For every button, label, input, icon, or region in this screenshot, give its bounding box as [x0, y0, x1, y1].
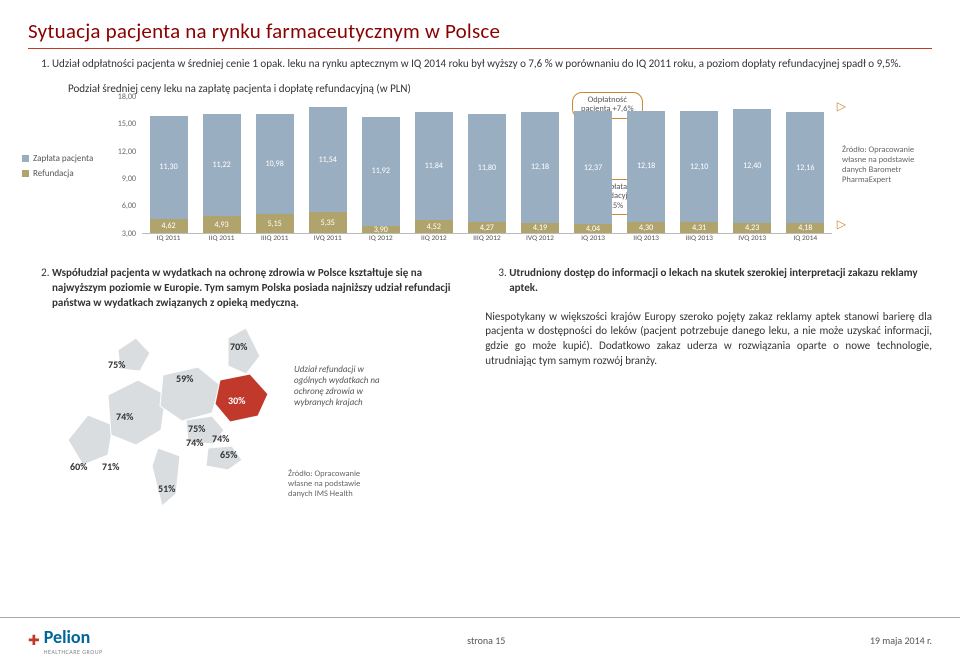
logo-text: Pelion [44, 626, 103, 648]
arrow-icon: ▷ [837, 99, 846, 114]
x-axis: IQ 2011IIQ 2011IIIQ 2011IVQ 2011IQ 2012I… [142, 234, 832, 252]
pct-fi: 70% [230, 340, 247, 354]
pct-at: 74% [186, 436, 203, 450]
point-3-para: Niespotykany w większości krajów Europy … [485, 310, 932, 369]
arrow-icon: ▷ [837, 217, 846, 232]
page-title: Sytuacja pacjenta na rynku farmaceutyczn… [28, 18, 932, 44]
bars-container: 11,304,6211,224,9310,985,1511,545,3511,9… [142, 97, 832, 234]
chart: Zapłata pacjenta Refundacja 18,0015,0012… [28, 97, 922, 252]
chart-source: Źródło: Opracowanie własne na podstawie … [842, 145, 924, 186]
logo: ✚ Pelion HEALTHCARE GROUP [28, 626, 103, 656]
logo-cross-icon: ✚ [28, 632, 40, 649]
pct-pt: 71% [102, 460, 119, 474]
logo-subtext: HEALTHCARE GROUP [44, 648, 103, 656]
title-rule [28, 48, 932, 49]
intro-point-1: Udział odpłatności pacjenta w średniej c… [52, 57, 932, 72]
pct-hu: 65% [220, 448, 237, 462]
pct-pl: 30% [224, 392, 249, 410]
pct-de: 59% [176, 372, 193, 386]
point-2: Współudział pacjenta w wydatkach na ochr… [52, 266, 457, 311]
pct-uk: 75% [108, 358, 125, 372]
pct-sk: 74% [212, 432, 229, 446]
map-source: Źródło: Opracowanie własne na podstawie … [288, 469, 394, 500]
legend-pay: Zapłata pacjenta [33, 153, 93, 164]
intro-block: Udział odpłatności pacjenta w średniej c… [28, 57, 932, 72]
page-footer: ✚ Pelion HEALTHCARE GROUP strona 15 19 m… [0, 617, 960, 657]
y-axis: 18,0015,0012,009,006,003,00 [110, 97, 136, 234]
point-3-title: Utrudniony dostęp do informacji o lekach… [509, 266, 932, 296]
pct-es: 60% [70, 460, 87, 474]
legend-ref: Refundacja [33, 168, 74, 179]
page-number: strona 15 [467, 634, 505, 647]
page-date: 19 maja 2014 r. [870, 634, 932, 647]
map-label: Udział refundacji w ogólnych wydatkach n… [294, 365, 394, 408]
chart-caption: Podział średniej ceny leku na zapłatę pa… [68, 82, 932, 95]
pct-cz: 75% [188, 422, 205, 436]
europe-map: 75% 74% 59% 60% 71% 51% 30% 75% 74% 65% … [28, 320, 288, 530]
chart-legend: Zapłata pacjenta Refundacja [22, 153, 93, 183]
plot-area: Odpłatnośćpacjenta +7,6% Dopłatarefundac… [142, 97, 832, 234]
pct-it: 51% [158, 482, 175, 496]
pct-fr: 74% [116, 410, 133, 424]
